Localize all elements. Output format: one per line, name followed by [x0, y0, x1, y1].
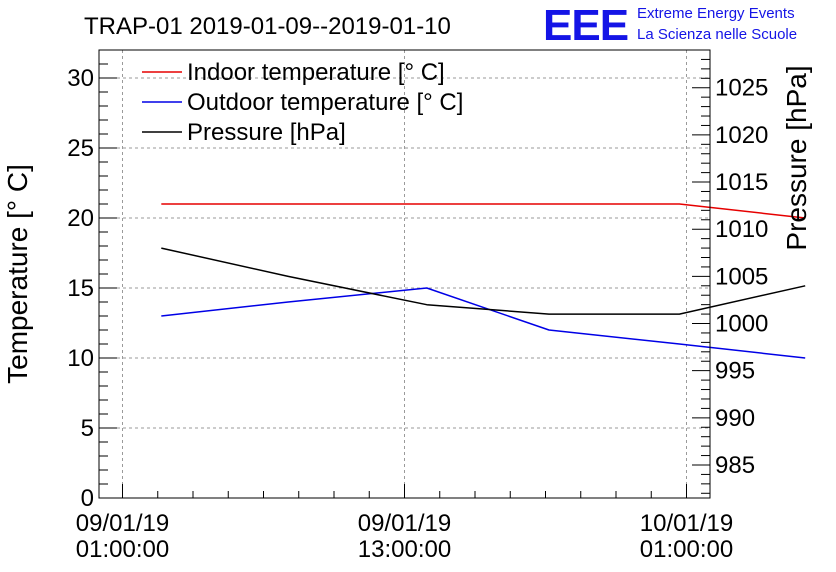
- y-left-tick-label: 15: [67, 275, 94, 302]
- y-right-tick-label: 995: [715, 358, 755, 385]
- series-line-0: [161, 203, 806, 219]
- y-left-tick-label: 0: [81, 485, 94, 512]
- y-right-tick-label: 1000: [715, 311, 768, 338]
- ticks: [99, 49, 710, 499]
- y-left-axis-title: Temperature [° C]: [2, 164, 33, 384]
- legend-label-0: Indoor temperature [° C]: [187, 59, 445, 86]
- y-left-tick-label: 25: [67, 135, 94, 162]
- y-right-tick-labels: 985 990 995 1000 1005 1010 1015 1020 1025: [715, 75, 768, 479]
- logo-line-2: La Scienza nelle Scuole: [637, 26, 797, 43]
- legend: Indoor temperature [° C] Outdoor temperat…: [142, 59, 463, 146]
- logo-mark: EEE: [543, 1, 628, 50]
- x-tick-labels: 09/01/1901:00:0009/01/1913:00:0010/01/19…: [76, 510, 733, 563]
- y-right-axis-title: Pressure [hPa]: [781, 65, 812, 250]
- y-left-tick-label: 5: [81, 415, 94, 442]
- series-line-1: [161, 287, 806, 359]
- eee-logo: EEE Extreme Energy Events La Scienza nel…: [543, 1, 797, 50]
- x-tick-label-date: 09/01/19: [358, 510, 451, 537]
- x-tick-label-date: 10/01/19: [640, 510, 733, 537]
- legend-label-1: Outdoor temperature [° C]: [187, 89, 463, 116]
- y-right-tick-label: 1010: [715, 216, 768, 243]
- y-left-tick-labels: 0 5 10 15 20 25 30: [67, 65, 94, 512]
- legend-label-2: Pressure [hPa]: [187, 119, 346, 146]
- y-right-tick-label: 1005: [715, 263, 768, 290]
- grid: [99, 50, 710, 498]
- series-layer: [161, 203, 806, 359]
- x-tick-label-date: 09/01/19: [76, 510, 169, 537]
- series-line-2: [161, 247, 806, 315]
- y-right-tick-label: 990: [715, 405, 755, 432]
- logo-line-1: Extreme Energy Events: [637, 5, 795, 22]
- y-left-tick-label: 20: [67, 205, 94, 232]
- x-tick-label-time: 01:00:00: [640, 536, 733, 563]
- y-left-tick-label: 10: [67, 345, 94, 372]
- x-tick-label-time: 13:00:00: [358, 536, 451, 563]
- y-right-tick-label: 1020: [715, 122, 768, 149]
- y-right-tick-label: 1025: [715, 75, 768, 102]
- y-left-tick-label: 30: [67, 65, 94, 92]
- y-right-tick-label: 1015: [715, 169, 768, 196]
- chart-title: TRAP-01 2019-01-09--2019-01-10: [84, 13, 451, 40]
- x-tick-label-time: 01:00:00: [76, 536, 169, 563]
- y-right-tick-label: 985: [715, 452, 755, 479]
